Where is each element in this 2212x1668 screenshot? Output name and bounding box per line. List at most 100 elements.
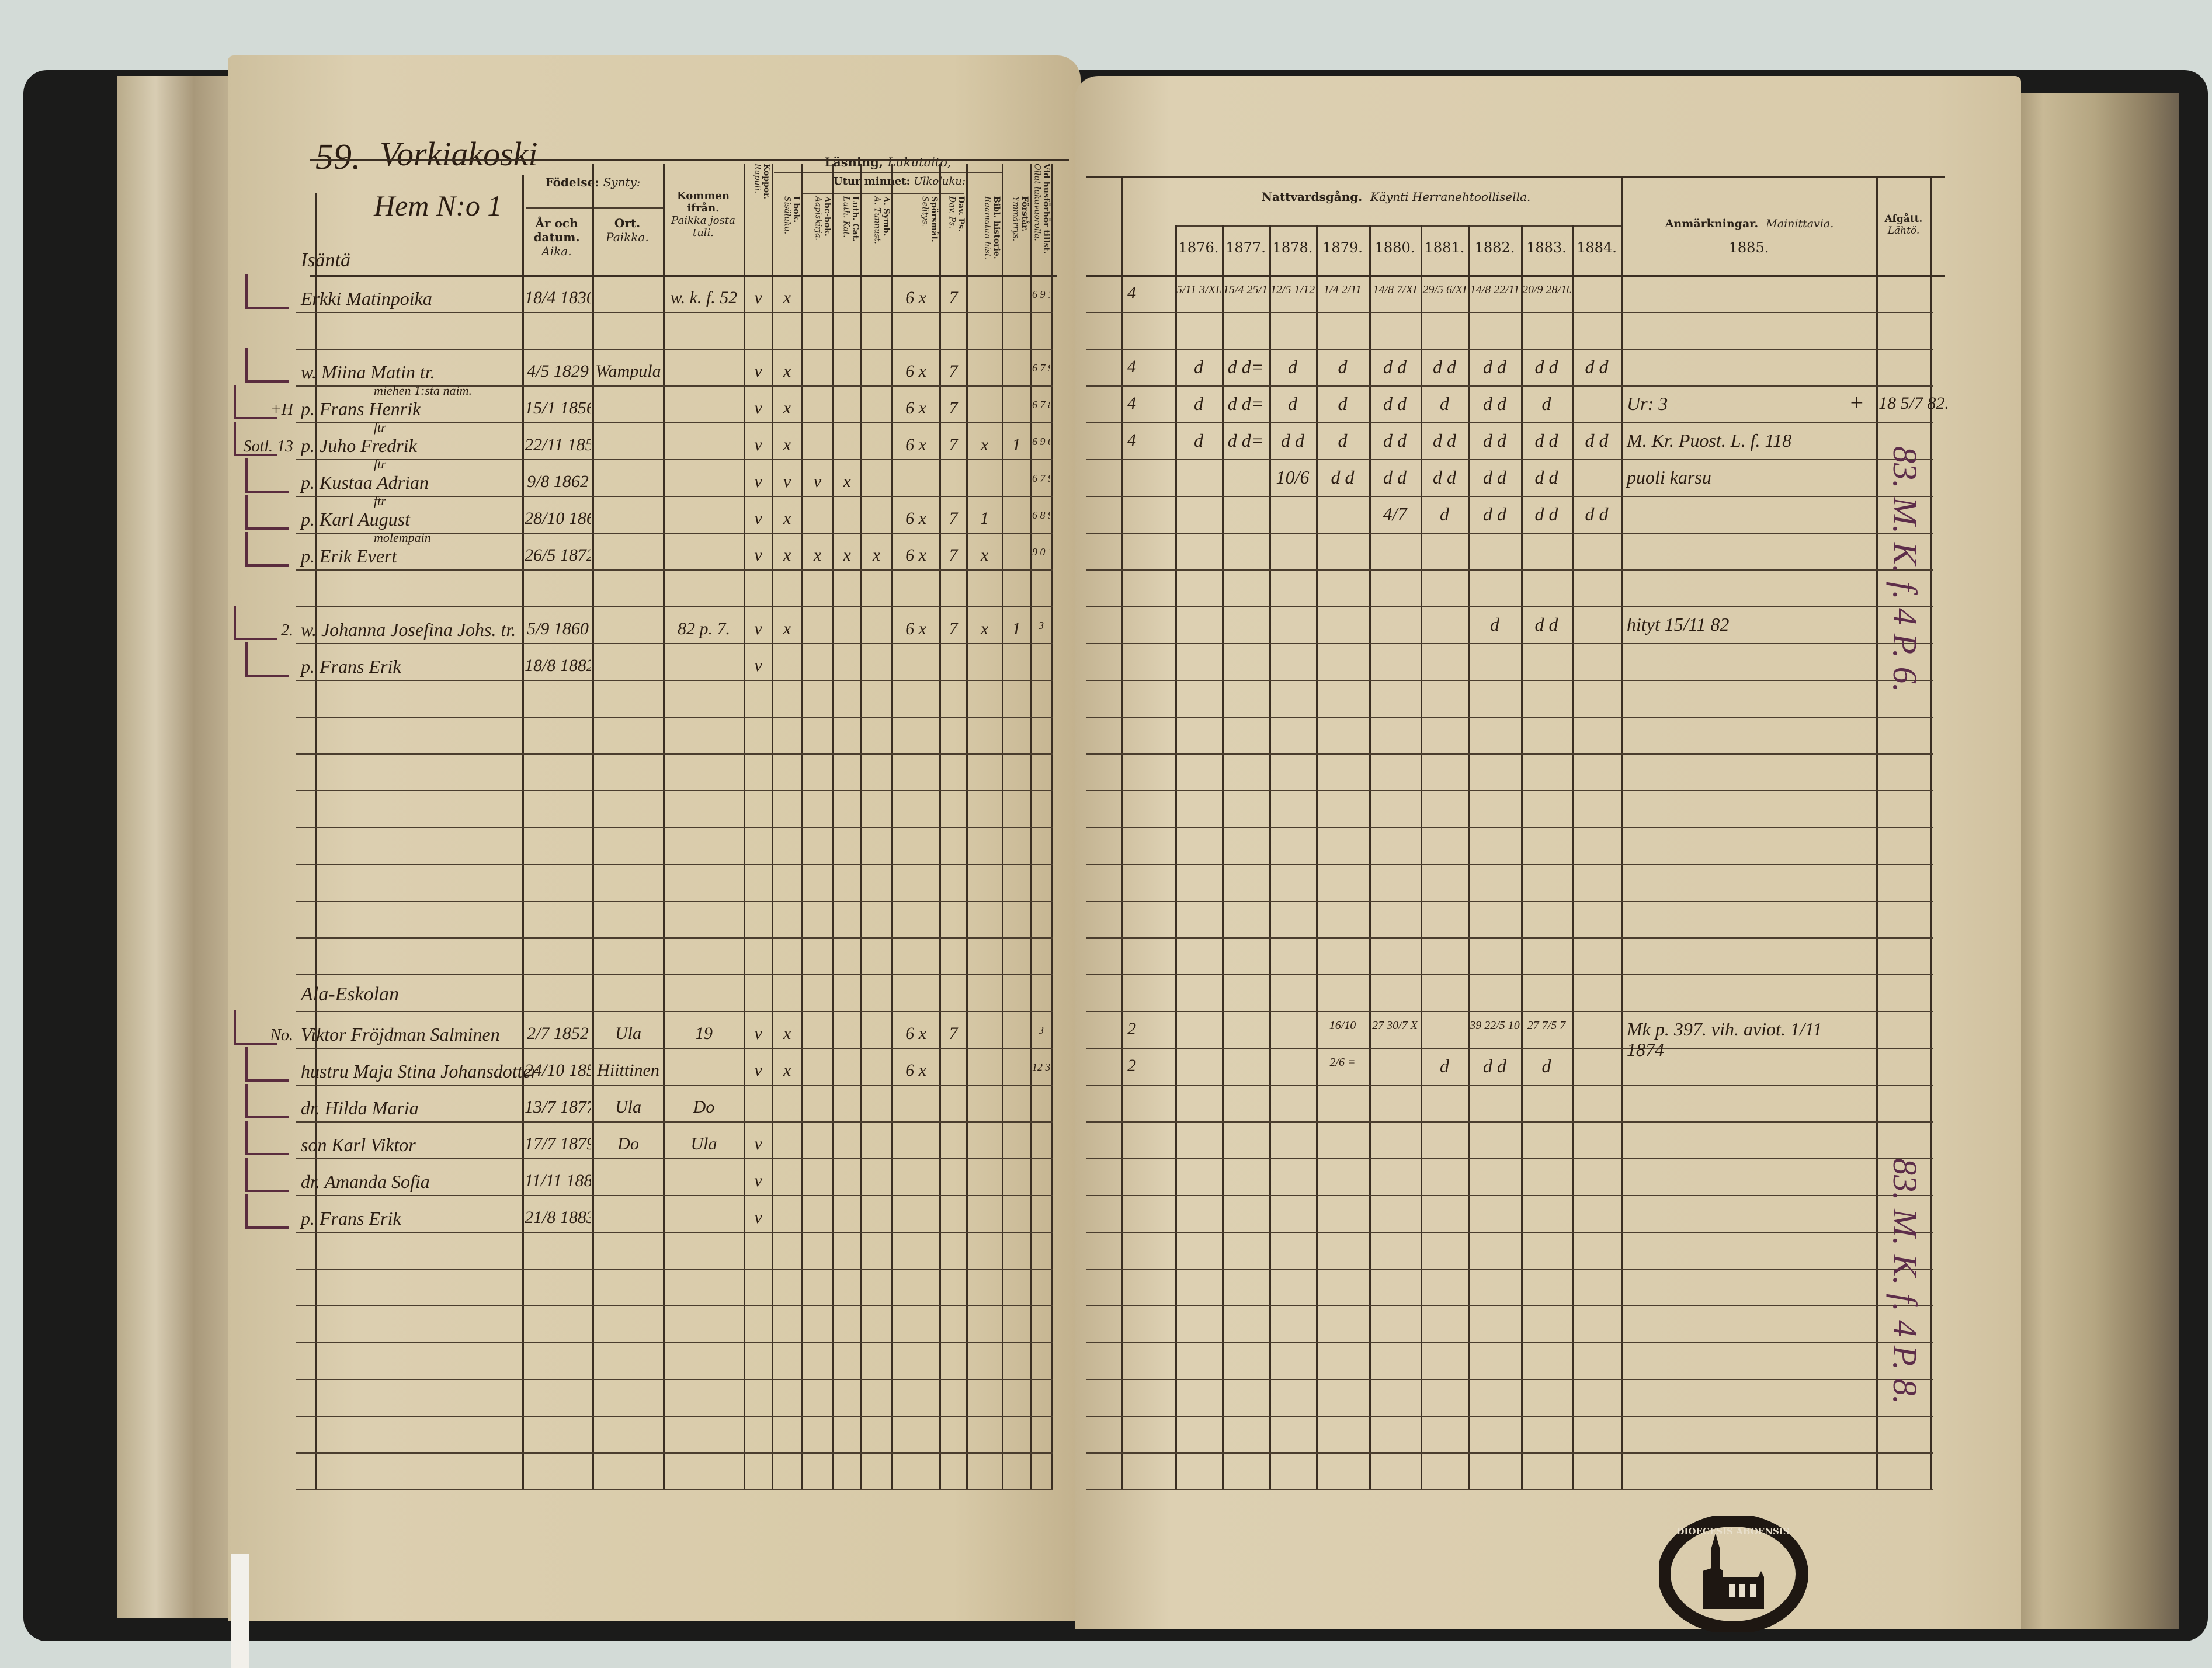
entry-birth: 2/7 1852 [527,1025,589,1042]
reading-subheader-rule [774,172,1002,173]
left-column-rule [772,164,773,1489]
right-row-rule [1086,606,1933,607]
right-row-rule [1086,1085,1933,1086]
entry-psalms: 7 [949,1025,958,1042]
header-examination-fi: Ollut lukuvuorolla. [1032,164,1042,241]
communion-prefix: 2 [1127,1019,1136,1038]
left-row-rule [296,569,1053,571]
right-page [1075,76,2021,1629]
entry-name: p. Frans Erik [301,656,401,677]
communion-mark: d d [1534,430,1558,451]
family-bracket-mark [245,1084,289,1118]
entry-birth: 18/4 1830 [525,289,591,307]
communion-mark: d d [1433,467,1456,488]
communion-mark: d d [1281,430,1304,451]
right-column-rule [1468,225,1470,1489]
entry-from: Do [693,1099,715,1116]
right-column-rule [1521,225,1523,1489]
entry-from: 19 [695,1025,713,1042]
row-label: ftr [374,420,386,435]
entry-ibok: x [783,289,791,307]
header-abc-sv: Abc-bok. [822,196,832,237]
entry-exam: 3 [1039,1025,1044,1035]
communion-mark: d d [1383,430,1407,451]
row-label: molempain [374,530,431,545]
row-label: Isäntä [301,249,350,271]
header-departed-fi: Lähtö. [1887,225,1920,237]
entry-name: p. Karl August [301,509,410,530]
right-column-rule [1621,176,1623,1489]
entry-cat: x [843,547,851,564]
left-column-rule [522,175,524,1489]
remark-text: hityt 15/11 82 [1627,614,1730,635]
header-psalms: Dav. Ps. Dav. Ps. [942,196,966,273]
right-row-rule [1086,827,1933,828]
entry-name: Erkki Matinpoika [301,288,432,309]
entry-koppor: v [754,473,762,491]
left-row-rule [296,790,1053,791]
entry-ibok: x [783,363,791,380]
right-row-rule [1086,1269,1933,1270]
communion-mark: 39 22/5 10 [1470,1019,1520,1032]
right-row-rule [1086,1379,1933,1380]
right-row-rule [1086,533,1933,534]
entry-name: p. Frans Erik [301,1208,401,1229]
right-row-rule [1086,1232,1933,1233]
communion-mark: 1/4 2/11 [1324,283,1362,296]
left-column-rule [860,164,862,1489]
entry-bible: x [980,620,989,638]
header-symbols: A. Symb. A. Tunnust. [863,196,891,273]
family-bracket-mark [245,1194,289,1229]
header-birth-sv: Födelse: [545,175,599,189]
communion-mark: d d= [1227,430,1264,451]
entry-questions: 6 x [905,510,926,527]
communion-prefix: 2 [1127,1056,1136,1075]
right-row-rule [1086,1489,1933,1490]
communion-mark: d d [1585,504,1609,524]
entry-place: Do [617,1135,639,1153]
communion-mark: d [1338,394,1348,414]
right-column-rule [1175,225,1177,1489]
left-row-rule [296,1269,1053,1270]
entry-birth: 11/11 1880 [525,1172,591,1190]
header-reading-fi: Lukutaito, [887,155,952,169]
right-row-rule [1086,1305,1933,1306]
left-row-rule [296,1158,1053,1159]
family-bracket-mark [245,642,289,677]
left-row-rule [296,827,1053,828]
entry-koppor: v [754,289,762,307]
departed-date: 18 5/7 82. [1878,394,1949,413]
year-header-1885: 1885. [1728,239,1769,256]
entry-name: dr. Amanda Sofia [301,1171,430,1192]
header-understands-fi: Ymmärrys. [1010,196,1020,242]
entry-psalms: 7 [949,399,958,417]
communion-mark: d d [1483,467,1506,488]
right-column-rule [1369,225,1371,1489]
entry-prefix: +H [270,401,293,419]
right-column-rule [1316,225,1318,1489]
header-abc-fi: Aapiskirja. [813,196,823,241]
entry-name: p. Juho Fredrik [301,435,417,456]
communion-mark: d [1440,394,1449,414]
year-header-1878: 1878. [1272,239,1313,256]
communion-mark: d d [1534,357,1558,377]
entry-ibok: x [783,1062,791,1079]
family-bracket-mark [245,348,289,383]
entry-name: w. Johanna Josefina Johs. tr. [301,619,516,640]
birth-subheader-rule [526,207,663,208]
left-row-rule [296,1489,1053,1490]
communion-mark: d d [1483,1056,1506,1076]
remark-mark: + [1849,390,1864,416]
entry-prefix: No. [270,1026,293,1044]
entry-understands: 1 [1012,620,1021,638]
entry-questions: 6 x [905,289,926,307]
right-row-rule [1086,312,1933,313]
family-bracket-mark [245,458,289,493]
left-row-rule [296,864,1053,865]
communion-mark: d d [1585,357,1609,377]
right-column-rule [1421,225,1422,1489]
entry-koppor: v [754,436,762,454]
left-row-rule [296,496,1053,497]
entry-birth: 18/8 1882 [525,657,591,675]
header-questions-sv: Spörsmål. [929,196,939,242]
